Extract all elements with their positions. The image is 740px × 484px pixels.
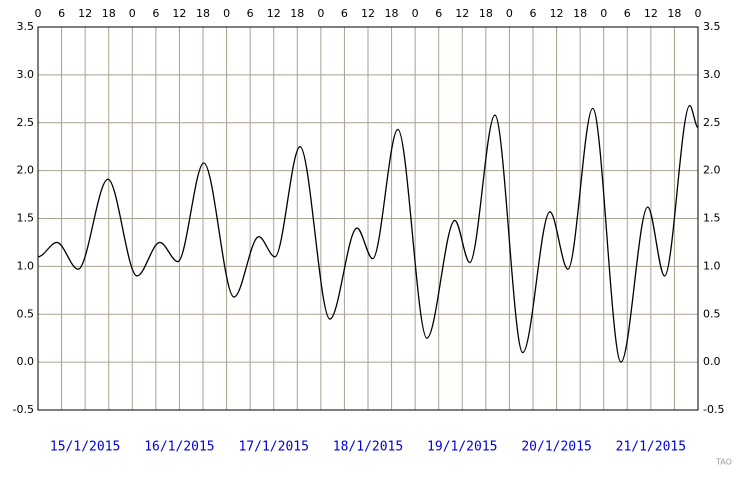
x-tick-label: 18 — [479, 7, 493, 20]
date-label: 16/1/2015 — [144, 440, 214, 455]
x-tick-label: 18 — [573, 7, 587, 20]
y-tick-label: 0.0 — [703, 355, 721, 368]
x-tick-label: 6 — [435, 7, 442, 20]
x-tick-label: 12 — [172, 7, 186, 20]
y-tick-label: 0.5 — [703, 307, 721, 320]
x-tick-label: 0 — [129, 7, 136, 20]
x-tick-label: 6 — [152, 7, 159, 20]
tide-line — [37, 104, 699, 363]
x-tick-label: 18 — [102, 7, 116, 20]
x-tick-label: 18 — [667, 7, 681, 20]
x-tick-label: 0 — [600, 7, 607, 20]
y-tick-label: 3.5 — [17, 20, 35, 33]
y-tick-label: 1.5 — [17, 212, 35, 225]
x-tick-label: 0 — [223, 7, 230, 20]
date-label: 18/1/2015 — [333, 440, 403, 455]
date-label: 20/1/2015 — [521, 440, 591, 455]
x-tick-label: 6 — [530, 7, 537, 20]
x-tick-label: 12 — [644, 7, 658, 20]
watermark: TAO — [715, 458, 732, 467]
x-tick-label: 6 — [58, 7, 65, 20]
date-label: 21/1/2015 — [616, 440, 686, 455]
x-tick-label: 0 — [35, 7, 42, 20]
x-tick-label: 6 — [624, 7, 631, 20]
x-tick-label: 0 — [412, 7, 419, 20]
x-tick-label: 18 — [290, 7, 304, 20]
x-tick-label: 18 — [385, 7, 399, 20]
y-tick-label: 1.0 — [17, 259, 35, 272]
x-tick-label: 12 — [361, 7, 375, 20]
x-tick-label: 6 — [341, 7, 348, 20]
y-tick-label: 0.0 — [17, 355, 35, 368]
y-tick-label: 2.5 — [17, 116, 35, 129]
y-tick-label: 3.0 — [17, 68, 35, 81]
y-tick-label: 3.5 — [703, 20, 721, 33]
x-tick-label: 0 — [695, 7, 702, 20]
date-label: 15/1/2015 — [50, 440, 120, 455]
plot-border — [37, 26, 699, 411]
x-tick-label: 12 — [550, 7, 564, 20]
y-tick-label: -0.5 — [703, 403, 724, 416]
x-tick-label: 0 — [317, 7, 324, 20]
x-tick-label: 12 — [267, 7, 281, 20]
x-tick-label: 6 — [247, 7, 254, 20]
y-tick-label: 2.5 — [703, 116, 721, 129]
x-tick-label: 12 — [78, 7, 92, 20]
y-tick-label: 1.0 — [703, 259, 721, 272]
x-tick-label: 18 — [196, 7, 210, 20]
date-label: 17/1/2015 — [238, 440, 308, 455]
date-label: 19/1/2015 — [427, 440, 497, 455]
y-tick-label: 2.0 — [703, 164, 721, 177]
y-tick-label: 3.0 — [703, 68, 721, 81]
y-tick-label: 2.0 — [17, 164, 35, 177]
x-tick-label: 12 — [455, 7, 469, 20]
y-tick-label: 0.5 — [17, 307, 35, 320]
y-tick-label: 1.5 — [703, 212, 721, 225]
y-tick-label: -0.5 — [13, 403, 34, 416]
x-tick-label: 0 — [506, 7, 513, 20]
